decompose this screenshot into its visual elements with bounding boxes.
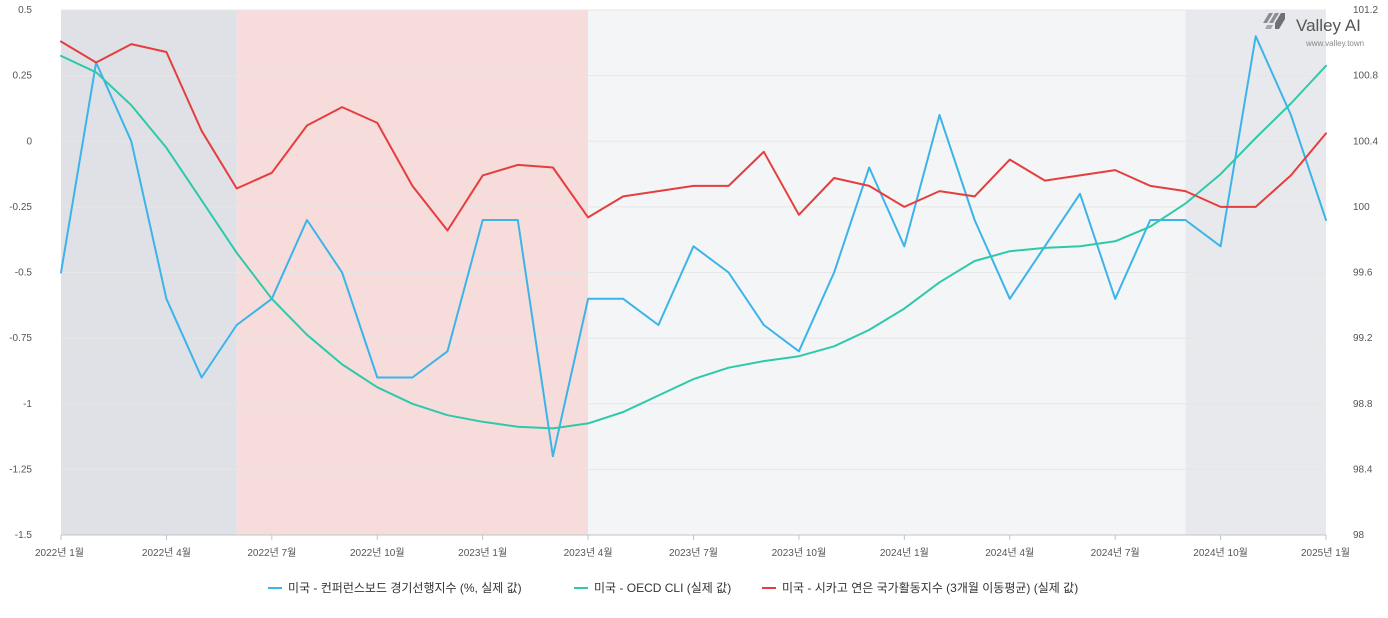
valley-ai-logo: Valley AI www.valley.town [1263,13,1364,48]
y-left-tick-label: -1.5 [15,530,33,541]
y-right-tick-label: 98.8 [1353,399,1373,410]
x-tick-label: 2025년 1월 [1301,547,1350,559]
y-left-tick-label: 0 [26,136,32,147]
legend: 미국 - 컨퍼런스보드 경기선행지수 (%, 실제 값) 미국 - OECD CL… [268,580,1078,595]
y-right-tick-label: 99.2 [1353,333,1373,344]
x-tick-label: 2023년 4월 [564,547,613,559]
y-right-tick-label: 98 [1353,530,1365,541]
y-axis-right: 101.2 100.8 100.4 100 99.6 99.2 98.8 98.4 98 [1353,5,1378,541]
x-tick-label: 2023년 7월 [669,547,718,559]
x-tick-label: 2024년 4월 [985,547,1034,559]
y-right-tick-label: 98.4 [1353,464,1373,475]
x-tick-label: 2022년 10월 [350,547,405,559]
series-line-1 [60,54,1327,430]
valley-ai-logo-icon [1263,13,1285,29]
y-left-tick-label: 0.25 [13,71,33,82]
x-axis: 2022년 1월 2022년 4월 2022년 7월 2022년 10월 2023년 1… [35,535,1350,559]
x-tick-label: 2024년 10월 [1193,547,1248,559]
x-tick-label: 2023년 10월 [772,547,827,559]
y-axis-left: 0.5 0.25 0 -0.25 -0.5 -0.75 -1 -1.25 -1.5 [9,5,32,541]
x-tick-label: 2023년 1월 [458,547,507,559]
x-tick-label: 2024년 7월 [1091,547,1140,559]
y-right-tick-label: 99.6 [1353,268,1373,279]
series-lines [60,35,1327,458]
legend-label-0[interactable]: 미국 - 컨퍼런스보드 경기선행지수 (%, 실제 값) [288,580,522,595]
x-tick-label: 2022년 4월 [142,547,191,559]
y-right-tick-label: 100 [1353,202,1370,213]
x-tick-label: 2024년 1월 [880,547,929,559]
legend-label-1[interactable]: 미국 - OECD CLI (실제 값) [594,581,731,595]
x-tick-label: 2022년 7월 [247,547,296,559]
y-left-tick-label: -1.25 [9,464,32,475]
y-left-tick-label: -0.75 [9,333,32,344]
y-left-tick-label: -1 [23,399,32,410]
y-left-tick-label: 0.5 [18,5,32,16]
y-right-tick-label: 101.2 [1353,5,1378,16]
y-right-tick-label: 100.8 [1353,71,1378,82]
logo-url: www.valley.town [1305,39,1364,48]
logo-name: Valley AI [1296,16,1361,35]
y-left-tick-label: -0.25 [9,202,32,213]
y-left-tick-label: -0.5 [15,268,33,279]
legend-label-2[interactable]: 미국 - 시카고 연은 국가활동지수 (3개월 이동평균) (실제 값) [782,581,1078,595]
y-right-tick-label: 100.4 [1353,136,1378,147]
x-tick-label: 2022년 1월 [35,547,84,559]
series-line-2 [60,40,1327,232]
